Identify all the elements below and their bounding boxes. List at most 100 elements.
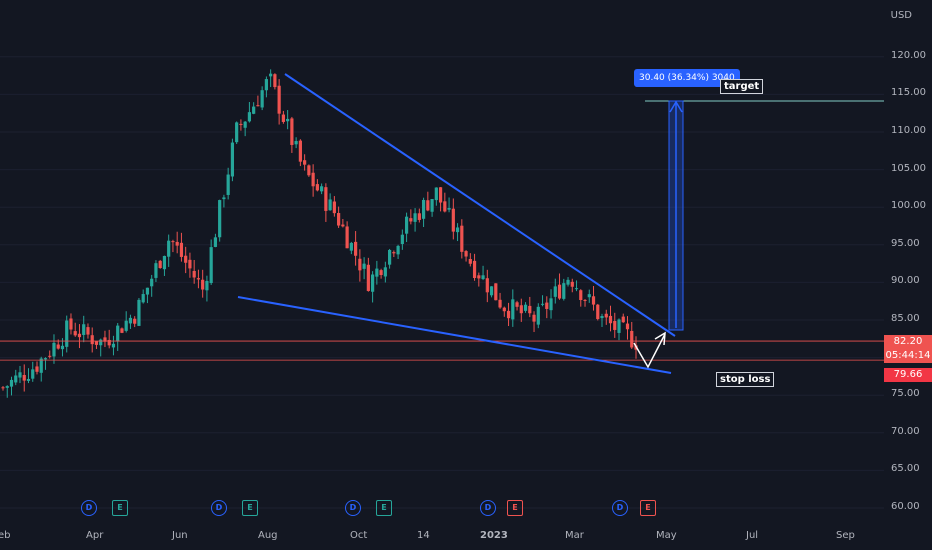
price-tick-label: 75.00 xyxy=(891,388,920,400)
candle-body xyxy=(150,278,154,287)
candle-body xyxy=(22,375,26,381)
candle-body xyxy=(94,341,99,345)
candle-body xyxy=(511,299,515,320)
earnings-marker[interactable]: E xyxy=(640,500,656,516)
candle-body xyxy=(630,330,634,348)
candle-body xyxy=(137,299,141,326)
price-tick-label: 115.00 xyxy=(891,87,926,99)
candle-body xyxy=(277,85,281,114)
price-tick-label: 70.00 xyxy=(891,425,920,437)
candle-body xyxy=(557,284,562,299)
candle-body xyxy=(107,339,111,346)
candle-body xyxy=(175,241,179,246)
time-tick-label: Mar xyxy=(565,530,584,541)
price-tick-label: 90.00 xyxy=(891,275,920,287)
candle-body xyxy=(515,302,519,307)
candle-body xyxy=(281,114,285,122)
candle-body xyxy=(43,358,48,360)
current-price-tag: 82.20 05:44:14 xyxy=(884,335,932,363)
candle-body xyxy=(362,263,366,269)
currency-label: USD xyxy=(890,10,912,21)
drawings xyxy=(0,73,884,374)
candle-body xyxy=(426,200,430,211)
candle-body xyxy=(307,165,311,176)
measure-label[interactable]: 30.40 (36.34%) 3040 xyxy=(634,69,740,87)
candle-body xyxy=(570,281,574,287)
dividend-marker[interactable]: D xyxy=(480,500,496,516)
candle-body xyxy=(489,286,494,296)
candle-body xyxy=(532,314,536,322)
candle-body xyxy=(600,316,604,319)
candle-body xyxy=(124,320,128,331)
candle-body xyxy=(477,275,481,279)
candle-body xyxy=(116,325,120,342)
candle-body xyxy=(167,240,171,257)
candle-body xyxy=(460,225,464,252)
candle-body xyxy=(587,294,591,298)
price-tick-label: 95.00 xyxy=(891,237,920,249)
candle-body xyxy=(579,290,583,301)
candle-body xyxy=(596,304,600,320)
candle-body xyxy=(387,249,392,265)
candle-body xyxy=(349,242,353,251)
candle-body xyxy=(111,343,116,348)
candle-body xyxy=(396,245,400,255)
candle-body xyxy=(553,286,557,297)
candle-body xyxy=(243,121,247,128)
candle-body xyxy=(264,79,268,91)
candle-body xyxy=(35,366,39,372)
candle-body xyxy=(566,279,570,285)
candle-body xyxy=(48,355,52,357)
candle-body xyxy=(341,224,345,227)
current-price-value: 82.20 xyxy=(893,336,923,347)
candle-body xyxy=(358,258,362,271)
price-tick-label: 60.00 xyxy=(891,501,920,512)
price-tick-label: 100.00 xyxy=(891,200,926,212)
candle-body xyxy=(290,118,294,145)
candle-body xyxy=(239,123,243,125)
candle-body xyxy=(328,199,332,211)
candle-body xyxy=(523,304,528,311)
earnings-marker[interactable]: E xyxy=(376,500,392,516)
dividend-marker[interactable]: D xyxy=(81,500,97,516)
candle-body xyxy=(99,339,103,346)
stop-loss-label[interactable]: stop loss xyxy=(716,372,775,387)
candle-body xyxy=(608,315,613,324)
candle-body xyxy=(56,344,60,349)
candle-body xyxy=(502,307,506,312)
time-tick-label: Jul xyxy=(746,530,759,541)
price-tick-label: 110.00 xyxy=(891,125,926,136)
dividend-marker[interactable]: D xyxy=(612,500,628,516)
candle-body xyxy=(179,242,184,257)
earnings-marker[interactable]: E xyxy=(242,500,258,516)
time-tick-label: May xyxy=(656,530,677,541)
dividend-marker[interactable]: D xyxy=(345,500,361,516)
candle-body xyxy=(574,288,579,290)
dividend-marker[interactable]: D xyxy=(211,500,227,516)
candle-body xyxy=(591,296,596,305)
candle-body xyxy=(366,264,370,291)
projection-arrow-head xyxy=(654,331,666,346)
candle-body xyxy=(332,201,336,214)
candle-body xyxy=(145,287,150,295)
candle-body xyxy=(31,369,35,379)
candle-body xyxy=(536,306,540,325)
target-label[interactable]: target xyxy=(720,79,764,94)
wedge-lower-line xyxy=(237,296,672,374)
candle-body xyxy=(485,278,489,293)
candle-body xyxy=(434,187,438,201)
earnings-marker[interactable]: E xyxy=(112,500,128,516)
candle-body xyxy=(82,324,86,335)
earnings-marker[interactable]: E xyxy=(507,500,523,516)
candle-body xyxy=(371,274,375,292)
candle-body xyxy=(438,187,443,203)
candle-body xyxy=(354,241,358,256)
candle-body xyxy=(294,141,298,145)
candle-body xyxy=(252,106,256,114)
candle-body xyxy=(443,201,447,212)
candle-body xyxy=(375,268,379,277)
candle-body xyxy=(303,160,307,165)
price-tick-label: 105.00 xyxy=(891,162,926,174)
measure-arrow-head xyxy=(669,100,683,113)
